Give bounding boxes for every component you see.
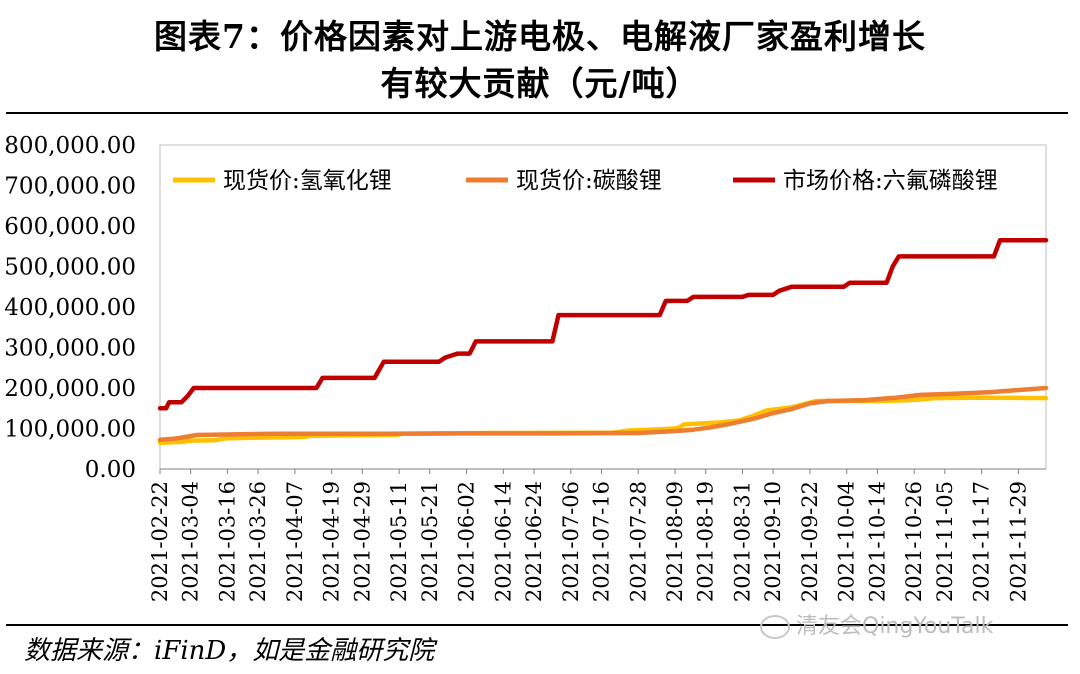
x-tick-label: 2021-06-14 [491,481,515,602]
x-tick-label: 2021-10-14 [865,481,889,602]
y-tick-label: 600,000.00 [4,214,136,240]
x-tick-label: 2021-07-16 [589,481,613,602]
x-tick-label: 2021-07-06 [559,481,583,602]
x-tick-label: 2021-11-17 [970,481,994,602]
x-tick-label: 2021-05-11 [387,481,411,602]
y-tick-label: 300,000.00 [4,336,136,362]
x-tick-label: 2021-03-04 [179,481,203,602]
x-tick-label: 2021-06-24 [522,481,546,602]
y-tick-label: 0.00 [85,457,136,483]
y-tick-label: 100,000.00 [4,417,136,443]
series-line-2 [157,237,1049,411]
series-line-1 [157,385,1049,443]
y-tick-label: 400,000.00 [4,295,136,321]
x-tick-label: 2021-09-22 [798,481,822,602]
x-tick-label: 2021-07-28 [626,481,650,602]
y-axis: 800,000.00 700,000.00 600,000.00 500,000.00… [4,133,1047,483]
y-tick-label: 700,000.00 [4,174,136,200]
x-tick-label: 2021-11-05 [933,481,957,602]
page-title-line1: 图表7：价格因素对上游电极、电解液厂家盈利增长 [154,17,926,56]
x-tick-label: 2021-10-04 [835,481,859,602]
x-tick-label: 2021-10-26 [902,481,926,602]
x-tick-label: 2021-03-16 [215,481,239,602]
source-note: 数据来源：iFinD，如是金融研究院 [24,636,435,666]
x-tick-label: 2021-03-26 [246,481,270,602]
x-tick-label: 2021-02-22 [148,481,172,602]
x-tick-label: 2021-06-02 [455,481,479,602]
legend-label-2: 市场价格:六氟磷酸锂 [783,168,998,194]
x-tick-label: 2021-05-21 [418,481,442,602]
x-tick-label: 2021-09-10 [761,481,785,602]
chart-legend: 现货价:氢氧化锂 现货价:碳酸锂 市场价格:六氟磷酸锂 [173,168,998,194]
x-tick-label: 2021-04-07 [283,481,307,602]
watermark: 清友会QingYouTalk [760,608,993,640]
chart-series [157,237,1049,445]
page-title-line2: 有较大贡献（元/吨） [380,64,700,103]
top-divider [6,112,1068,114]
legend-label-0: 现货价:氢氧化锂 [223,168,392,194]
x-tick-label: 2021-08-09 [663,481,687,602]
x-tick-label: 2021-11-29 [1006,481,1030,602]
watermark-text: 清友会QingYouTalk [796,614,994,639]
x-tick-label: 2021-08-19 [694,481,718,602]
legend-label-1: 现货价:碳酸锂 [516,168,662,194]
x-axis: 2021-02-22 2021-03-04 2021-03-16 2021-03-26… [148,468,1046,602]
y-tick-label: 800,000.00 [4,133,136,159]
y-tick-label: 500,000.00 [4,255,136,281]
x-tick-label: 2021-08-31 [730,481,754,602]
bottom-divider [6,624,1068,626]
wechat-icon [760,615,790,639]
x-tick-label: 2021-04-19 [320,481,344,602]
x-tick-label: 2021-04-29 [350,481,374,602]
y-tick-label: 200,000.00 [4,376,136,402]
